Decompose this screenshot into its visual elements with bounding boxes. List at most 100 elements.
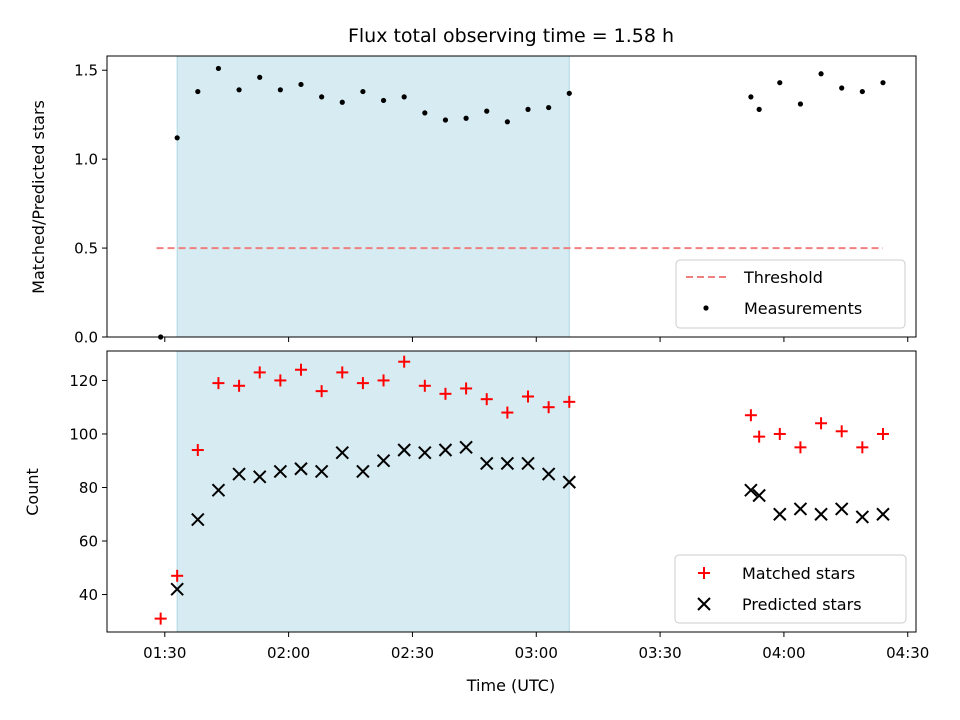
predicted-star-point bbox=[376, 454, 391, 468]
matched-star-point bbox=[336, 366, 349, 379]
measurement-point bbox=[298, 81, 304, 88]
predicted-star-point bbox=[335, 445, 349, 460]
matched-star-point bbox=[773, 427, 786, 440]
measurement-point bbox=[463, 115, 469, 121]
legend-measurements-label: Measurements bbox=[744, 299, 862, 318]
top-legend-box bbox=[675, 259, 906, 329]
predicted-star-point bbox=[211, 483, 226, 497]
predicted-star-point bbox=[834, 502, 849, 516]
matched-star-point bbox=[274, 374, 287, 387]
top-panel: 0.0 0.5 1.0 1.5 Matched/Predicted stars Thr… bbox=[29, 55, 917, 347]
matched-star-point bbox=[377, 374, 390, 387]
predicted-star-point bbox=[521, 456, 535, 471]
x-tick-label: 02:30 bbox=[391, 644, 434, 662]
matched-star-point bbox=[876, 427, 889, 440]
predicted-star-point bbox=[793, 502, 808, 516]
matched-star-point bbox=[439, 387, 452, 400]
bottom-legend: Matched stars Predicted stars bbox=[674, 554, 907, 624]
measurement-point bbox=[818, 71, 824, 77]
predicted-star-point bbox=[773, 507, 787, 521]
bottom-observing-window bbox=[176, 350, 570, 633]
top-axis-ticks: 0.0 0.5 1.0 1.5 bbox=[74, 62, 909, 347]
measurement-point bbox=[777, 80, 783, 86]
matched-star-point bbox=[856, 441, 869, 454]
matched-star-point bbox=[753, 430, 766, 443]
bottom-axis-ticks: 01:30 02:00 02:30 03:00 03:30 04:00 04:30 40 60 8… bbox=[69, 372, 929, 662]
measurement-point bbox=[360, 88, 366, 95]
predicted-star-point bbox=[752, 488, 766, 503]
legend-predicted-label: Predicted stars bbox=[742, 595, 862, 614]
matched-star-point bbox=[744, 409, 757, 422]
predicted-star-point bbox=[170, 582, 184, 596]
bottom-y-tick-label: 80 bbox=[79, 479, 98, 497]
measurement-point bbox=[546, 104, 552, 111]
x-tick-label: 02:00 bbox=[267, 644, 310, 662]
predicted-star-point bbox=[294, 462, 308, 476]
matched-star-point bbox=[294, 363, 307, 376]
predicted-star-point bbox=[397, 443, 411, 457]
matched-star-point bbox=[212, 377, 225, 390]
measurement-point bbox=[380, 97, 387, 104]
measurement-points bbox=[158, 65, 886, 340]
matched-star-point bbox=[522, 390, 535, 403]
measurement-point bbox=[257, 74, 263, 80]
predicted-star-point bbox=[191, 512, 205, 527]
predicted-star-point bbox=[356, 464, 370, 479]
x-tick-label: 04:00 bbox=[762, 644, 805, 662]
bottom-y-tick-label: 120 bbox=[69, 372, 98, 390]
measurement-point bbox=[195, 88, 201, 95]
legend-matched-label: Matched stars bbox=[742, 564, 855, 583]
bottom-y-tick-label: 40 bbox=[79, 586, 98, 604]
measurement-point bbox=[174, 135, 180, 141]
measurement-point bbox=[839, 85, 845, 91]
measurement-point bbox=[422, 110, 428, 116]
measurement-point bbox=[401, 94, 407, 100]
matched-star-point bbox=[418, 379, 431, 392]
measurement-point bbox=[484, 108, 490, 114]
matched-star-point bbox=[815, 417, 828, 430]
predicted-star-point bbox=[562, 475, 576, 489]
bottom-plot-frame bbox=[106, 350, 917, 633]
x-tick-label: 04:30 bbox=[886, 644, 929, 662]
matched-star-point bbox=[460, 382, 473, 395]
measurement-point bbox=[748, 94, 754, 100]
matched-star-point bbox=[835, 425, 848, 438]
matched-star-point bbox=[542, 401, 555, 414]
bottom-y-tick-label: 60 bbox=[79, 533, 98, 551]
top-observing-window bbox=[176, 55, 570, 338]
predicted-star-point bbox=[232, 467, 246, 481]
matched-star-point bbox=[356, 377, 369, 390]
top-y-tick-label: 1.0 bbox=[74, 151, 98, 169]
top-y-axis-label: Matched/Predicted stars bbox=[29, 100, 48, 294]
bottom-legend-box bbox=[674, 554, 907, 624]
matched-star-point bbox=[480, 393, 493, 406]
x-tick-label: 03:30 bbox=[638, 644, 681, 662]
predicted-star-point bbox=[814, 507, 828, 521]
matched-star-point bbox=[501, 406, 514, 419]
legend-measurements-swatch bbox=[703, 305, 709, 311]
predicted-star-point bbox=[541, 467, 556, 481]
measurement-point bbox=[339, 99, 345, 105]
matched-star-point bbox=[171, 569, 184, 582]
measurement-point bbox=[880, 80, 886, 86]
matched-star-point bbox=[315, 385, 328, 398]
measurement-point bbox=[859, 88, 865, 95]
x-tick-label: 03:00 bbox=[515, 644, 558, 662]
top-y-tick-label: 1.5 bbox=[74, 62, 98, 80]
measurement-point bbox=[566, 90, 572, 96]
matched-star-point bbox=[154, 612, 167, 625]
top-y-tick-label: 0.0 bbox=[74, 329, 98, 347]
measurement-point bbox=[277, 87, 283, 93]
predicted-star-point bbox=[459, 440, 473, 455]
measurement-point bbox=[215, 65, 222, 72]
measurement-point bbox=[504, 119, 510, 125]
predicted-star-point bbox=[480, 456, 494, 471]
predicted-star-point bbox=[253, 470, 267, 484]
bottom-y-tick-label: 100 bbox=[69, 425, 98, 443]
predicted-star-point bbox=[744, 483, 758, 497]
top-legend: Threshold Measurements bbox=[675, 259, 906, 329]
measurement-point bbox=[442, 117, 449, 123]
predicted-star-point bbox=[438, 443, 453, 457]
measurement-point bbox=[236, 87, 242, 93]
